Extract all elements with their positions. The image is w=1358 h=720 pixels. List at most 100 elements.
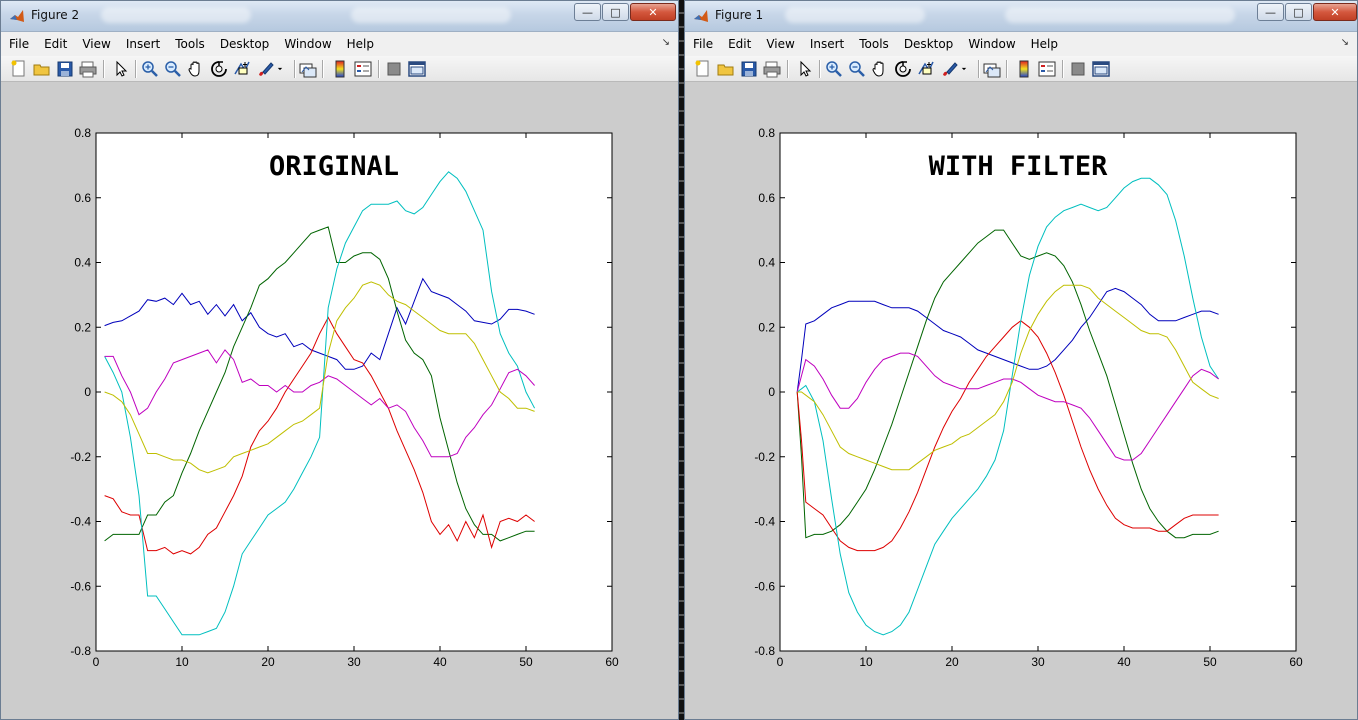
x-tick-label: 50 <box>1203 655 1217 669</box>
x-tick-label: 0 <box>777 655 784 669</box>
y-tick-label: 0 <box>84 385 91 399</box>
toolbar-separator <box>1062 60 1064 78</box>
menu-window[interactable]: Window <box>968 37 1016 51</box>
toolbar-separator <box>819 60 821 78</box>
edit-plot-arrow-icon[interactable] <box>112 60 130 78</box>
toolbar-separator <box>378 60 380 78</box>
figure-area: 0 10 20 30 40 50 60 -0.8 -0.6 -0.4 -0.2 0 0.2 0.4 0.6 0… <box>685 83 1357 719</box>
insert-legend-icon[interactable] <box>1038 60 1056 78</box>
figure-window-2: Figure 2 — □ ✕ File Edit View Insert Too… <box>0 0 679 720</box>
rotate-3d-icon[interactable] <box>894 60 912 78</box>
plot-title: WITH FILTER <box>929 151 1109 182</box>
hide-plot-tools-icon[interactable] <box>1069 60 1087 78</box>
close-button[interactable]: ✕ <box>630 3 676 21</box>
menu-file[interactable]: File <box>693 37 714 51</box>
blurred-tab-area <box>785 7 925 23</box>
open-file-icon[interactable] <box>717 60 735 78</box>
minimize-button[interactable]: — <box>1257 3 1284 21</box>
toolbar-separator <box>103 60 105 78</box>
menu-edit[interactable]: Edit <box>728 37 752 51</box>
series-line-magenta <box>796 352 1219 461</box>
brush-dropdown-icon[interactable] <box>275 60 285 78</box>
menu-desktop[interactable]: Desktop <box>219 37 270 51</box>
y-tick-label: -0.6 <box>754 579 775 593</box>
show-plot-tools-icon[interactable] <box>408 60 426 78</box>
figure-area: 0 10 20 30 40 50 60 -0.8 -0.6 -0.4 -0.2 0 0.2 0.4 0.6 0… <box>1 83 678 719</box>
y-tick-label: -0.8 <box>754 644 775 658</box>
menu-view[interactable]: View <box>766 37 795 51</box>
show-plot-tools-icon[interactable] <box>1092 60 1110 78</box>
hide-plot-tools-icon[interactable] <box>385 60 403 78</box>
y-tick-label: -0.8 <box>70 644 91 658</box>
axes-with-filter[interactable]: 0 10 20 30 40 50 60 -0.8 -0.6 -0.4 -0.2 0 0.2 0.4 0.6 0… <box>685 83 1357 720</box>
new-figure-icon[interactable] <box>10 60 28 78</box>
zoom-out-icon[interactable] <box>164 60 182 78</box>
blurred-tab-area <box>1005 7 1235 23</box>
series-line-green <box>104 226 535 542</box>
insert-colorbar-icon[interactable] <box>1015 60 1033 78</box>
x-tick-label: 10 <box>175 655 189 669</box>
toolbar-separator <box>135 60 137 78</box>
series-line-blue <box>796 287 1219 393</box>
menu-help[interactable]: Help <box>346 37 374 51</box>
brush-icon[interactable] <box>941 60 959 78</box>
x-tick-label: 50 <box>519 655 533 669</box>
link-plot-icon[interactable] <box>983 60 1001 78</box>
menu-insert[interactable]: Insert <box>809 37 845 51</box>
toolbar-separator <box>787 60 789 78</box>
blurred-tab-area <box>101 7 251 23</box>
menu-desktop[interactable]: Desktop <box>903 37 954 51</box>
menu-help[interactable]: Help <box>1030 37 1058 51</box>
zoom-in-icon[interactable] <box>825 60 843 78</box>
menu-file[interactable]: File <box>9 37 30 51</box>
insert-colorbar-icon[interactable] <box>331 60 349 78</box>
dock-arrow-icon[interactable]: ↘ <box>1340 37 1349 48</box>
window-divider <box>679 0 684 720</box>
series-line-cyan <box>104 171 536 636</box>
data-cursor-icon[interactable] <box>917 60 935 78</box>
series-line-red <box>796 320 1219 552</box>
toolbar-separator <box>294 60 296 78</box>
dock-arrow-icon[interactable]: ↘ <box>661 37 670 48</box>
y-tick-label: 0.6 <box>74 191 91 205</box>
menu-view[interactable]: View <box>82 37 111 51</box>
toolbar-separator <box>1006 60 1008 78</box>
axes-original[interactable]: 0 10 20 30 40 50 60 -0.8 -0.6 -0.4 -0.2 0 0.2 0.4 0.6 0… <box>1 83 678 720</box>
save-icon[interactable] <box>740 60 758 78</box>
save-icon[interactable] <box>56 60 74 78</box>
menu-tools[interactable]: Tools <box>859 37 889 51</box>
y-tick-label: 0.8 <box>758 126 775 140</box>
new-figure-icon[interactable] <box>694 60 712 78</box>
open-file-icon[interactable] <box>33 60 51 78</box>
zoom-out-icon[interactable] <box>848 60 866 78</box>
maximize-button[interactable]: □ <box>602 3 629 21</box>
menu-insert[interactable]: Insert <box>125 37 161 51</box>
brush-dropdown-icon[interactable] <box>959 60 969 78</box>
edit-plot-arrow-icon[interactable] <box>796 60 814 78</box>
minimize-button[interactable]: — <box>574 3 601 21</box>
menu-tools[interactable]: Tools <box>175 37 205 51</box>
title-bar[interactable]: Figure 1 — □ ✕ <box>685 1 1357 32</box>
menu-window[interactable]: Window <box>284 37 332 51</box>
y-tick-label: -0.6 <box>70 579 91 593</box>
data-cursor-icon[interactable] <box>233 60 251 78</box>
close-button[interactable]: ✕ <box>1313 3 1357 21</box>
pan-hand-icon[interactable] <box>871 60 889 78</box>
print-icon[interactable] <box>79 60 97 78</box>
series-line-yellow <box>797 284 1219 471</box>
title-bar[interactable]: Figure 2 — □ ✕ <box>1 1 678 32</box>
insert-legend-icon[interactable] <box>354 60 372 78</box>
rotate-3d-icon[interactable] <box>210 60 228 78</box>
y-tick-label: 0.4 <box>758 256 775 270</box>
maximize-button[interactable]: □ <box>1285 3 1312 21</box>
y-tick-label: -0.4 <box>70 515 91 529</box>
plot-title: ORIGINAL <box>269 151 399 182</box>
brush-icon[interactable] <box>257 60 275 78</box>
pan-hand-icon[interactable] <box>187 60 205 78</box>
link-plot-icon[interactable] <box>299 60 317 78</box>
y-tick-label: 0.4 <box>74 256 91 270</box>
menu-edit[interactable]: Edit <box>44 37 68 51</box>
x-tick-label: 30 <box>347 655 361 669</box>
zoom-in-icon[interactable] <box>141 60 159 78</box>
print-icon[interactable] <box>763 60 781 78</box>
